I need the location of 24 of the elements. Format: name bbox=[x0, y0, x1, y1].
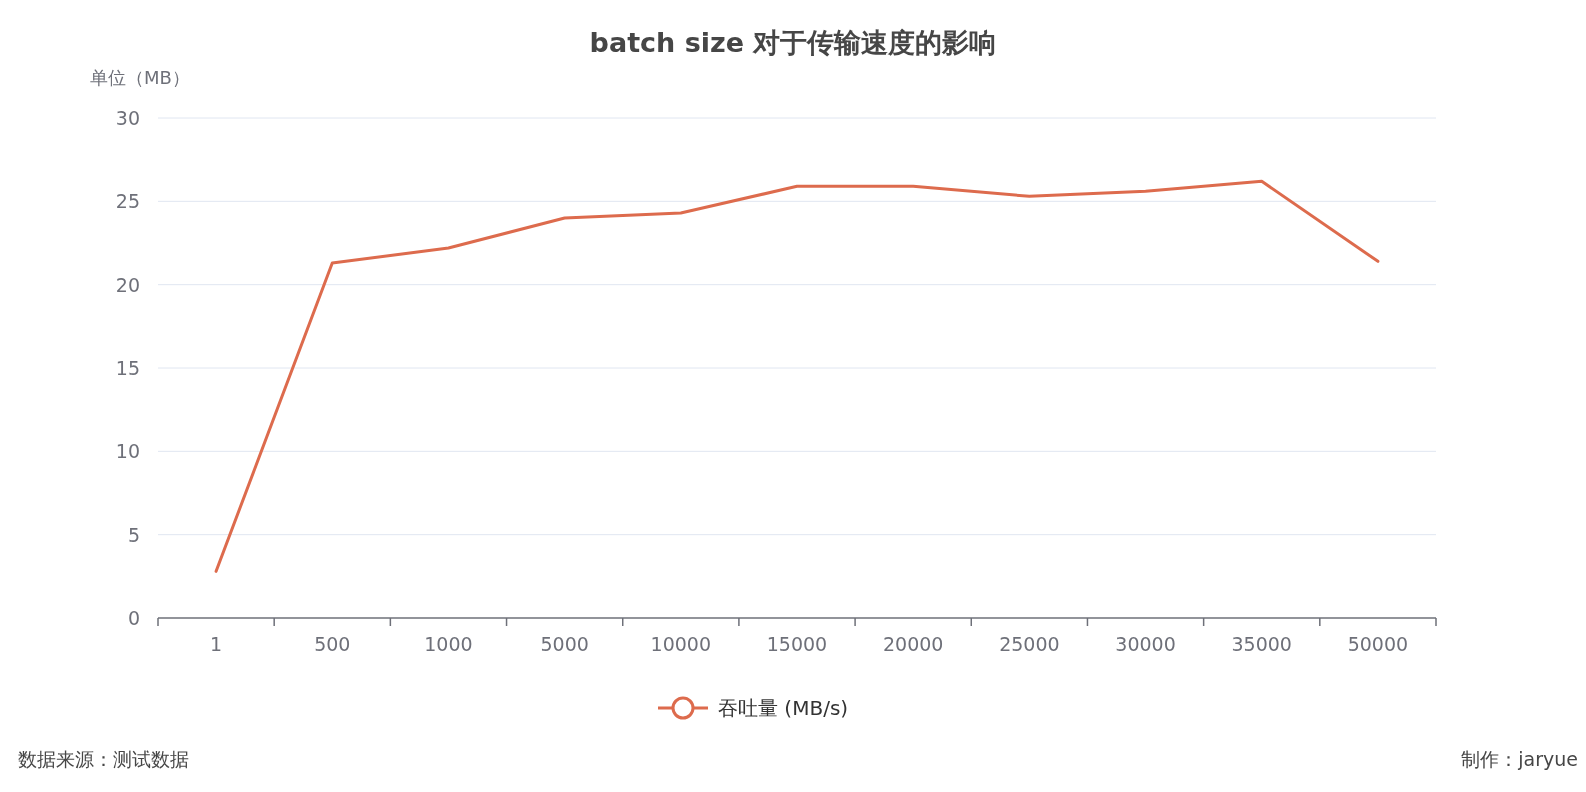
y-tick-label: 0 bbox=[127, 607, 140, 629]
x-tick-label: 50000 bbox=[1347, 633, 1409, 655]
y-tick-label: 15 bbox=[115, 357, 140, 379]
y-tick-label: 10 bbox=[115, 440, 140, 463]
x-tick-label: 35000 bbox=[1231, 633, 1292, 655]
text: 制作：jaryue bbox=[1461, 748, 1578, 770]
y-tick-label: 25 bbox=[115, 190, 140, 213]
line-series bbox=[214, 179, 1380, 573]
x-tick-label: 25000 bbox=[999, 633, 1060, 655]
x-tick-label: 5000 bbox=[540, 633, 589, 655]
x-tick-label: 1000 bbox=[424, 633, 473, 655]
x-tick-label: 20000 bbox=[882, 633, 944, 655]
y-axis-title: 单位（MB） bbox=[90, 67, 190, 88]
x-tick-label: 10000 bbox=[650, 633, 712, 655]
legend-label: 吞吐量 (MB/s) bbox=[718, 696, 849, 720]
y-tick-label: 20 bbox=[115, 273, 140, 296]
chart-title: batch size 对于传输速度的影响 bbox=[589, 27, 997, 58]
x-tick-label: 1 bbox=[210, 633, 223, 655]
y-tick-label: 30 bbox=[115, 107, 140, 129]
x-tick-label: 15000 bbox=[766, 633, 828, 655]
x-tick-label: 30000 bbox=[1115, 633, 1176, 655]
source-note: 数据来源：测试数据 bbox=[18, 748, 189, 770]
x-tick-label: 500 bbox=[314, 633, 351, 655]
y-tick-label: 5 bbox=[127, 523, 140, 546]
